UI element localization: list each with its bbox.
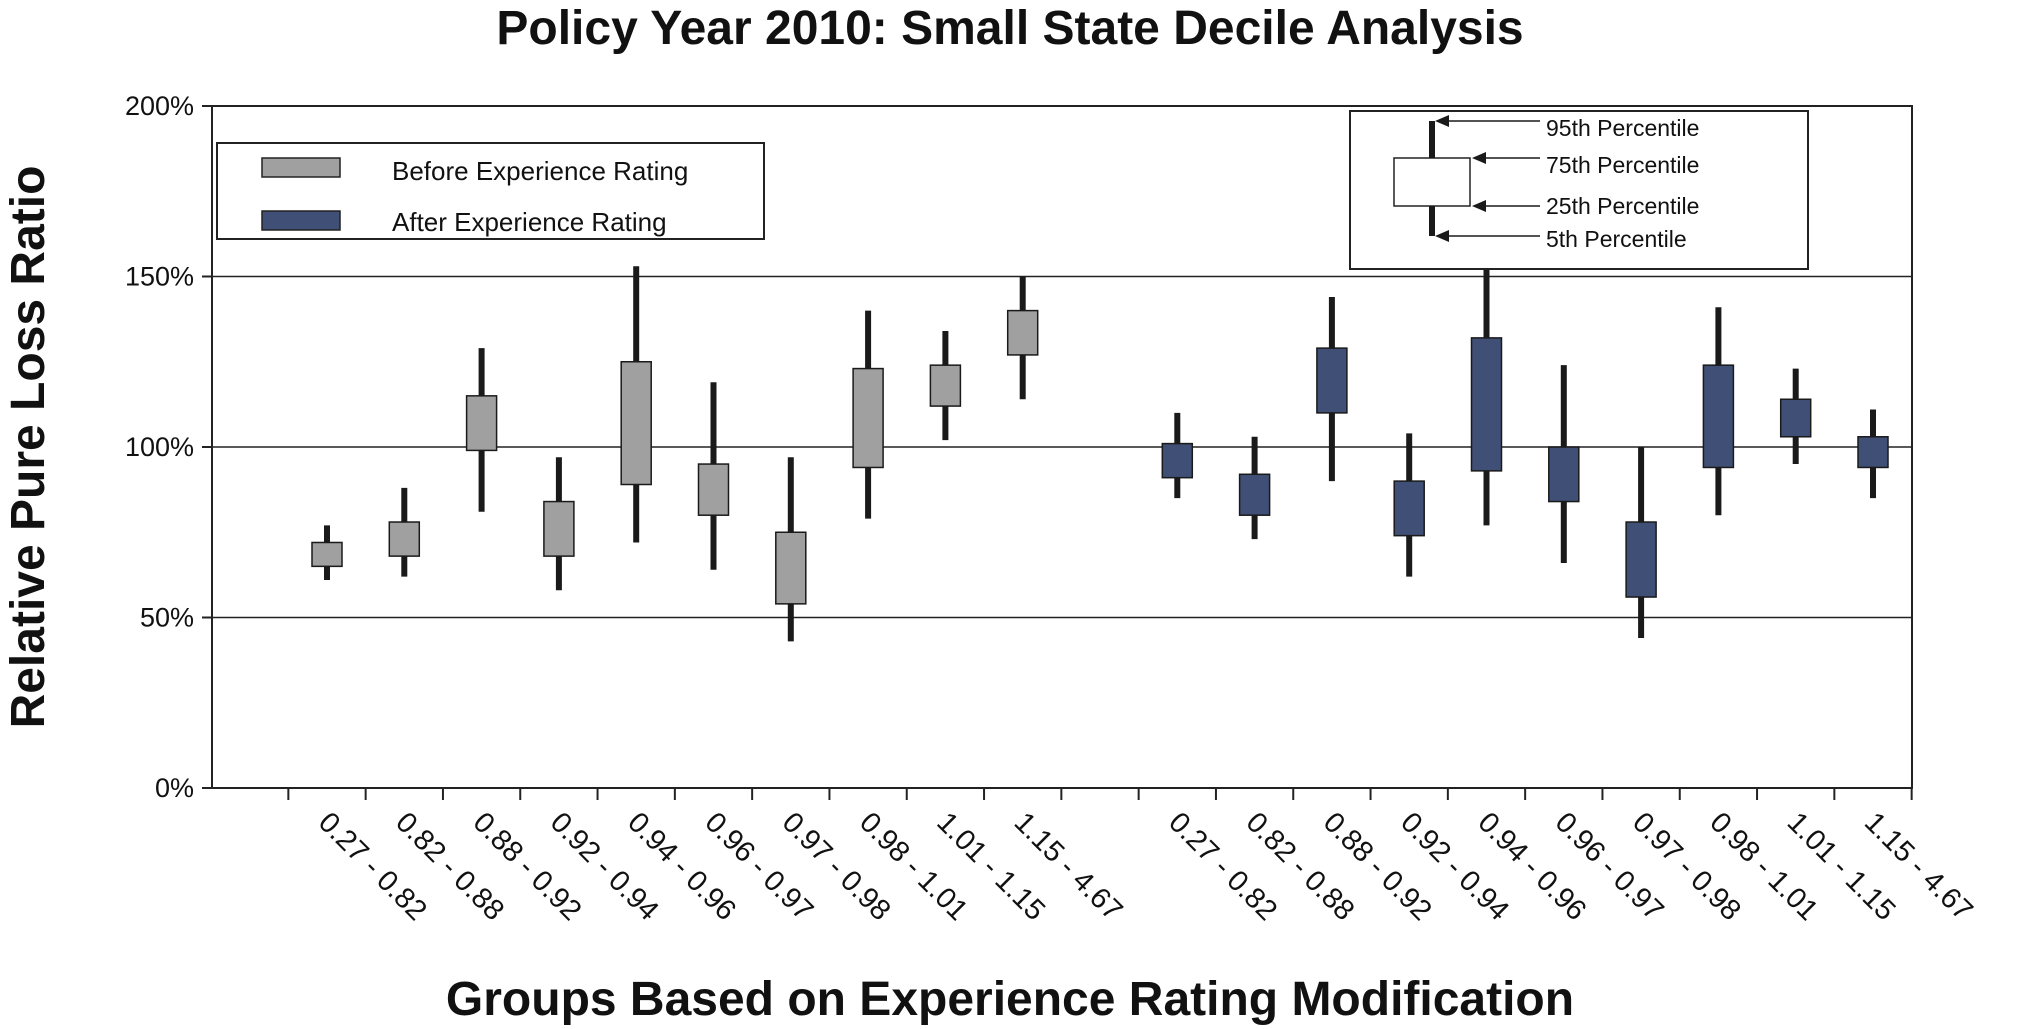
y-tick-label: 200% xyxy=(125,91,194,121)
box-after xyxy=(1470,269,1503,526)
box-after xyxy=(1548,365,1580,563)
key-arrowhead-p95 xyxy=(1435,115,1449,127)
box-iqr xyxy=(775,531,807,605)
y-tick-label: 150% xyxy=(125,262,194,292)
box-after xyxy=(1393,433,1425,577)
box-iqr xyxy=(1548,446,1580,503)
y-axis-title: Relative Pure Loss Ratio xyxy=(2,166,55,729)
box-before xyxy=(465,348,498,512)
box-iqr xyxy=(1006,309,1039,356)
box-iqr xyxy=(465,395,498,452)
box-before xyxy=(311,525,343,580)
box-before xyxy=(852,310,884,519)
box-iqr xyxy=(1470,337,1503,472)
box-before xyxy=(388,487,421,577)
boxes xyxy=(311,266,1889,642)
box-iqr xyxy=(620,361,652,486)
x-axis: 0.27 - 0.820.82 - 0.880.88 - 0.920.92 - … xyxy=(287,788,1979,927)
box-iqr xyxy=(697,463,730,516)
box-iqr xyxy=(388,521,421,557)
box-after xyxy=(1702,307,1735,516)
box-before xyxy=(929,331,962,441)
box-iqr xyxy=(1779,398,1812,438)
key-label-p95: 95th Percentile xyxy=(1546,115,1699,141)
key-sample-box xyxy=(1393,157,1471,207)
box-after xyxy=(1161,412,1194,499)
box-after xyxy=(1625,447,1657,638)
box-after xyxy=(1857,409,1889,499)
box-iqr xyxy=(1393,480,1425,537)
box-before xyxy=(775,457,807,642)
key-label-p25: 25th Percentile xyxy=(1546,193,1699,219)
key-label-p5: 5th Percentile xyxy=(1546,226,1687,252)
legend-label-after: After Experience Rating xyxy=(392,207,667,237)
box-iqr xyxy=(1238,473,1271,516)
box-iqr xyxy=(852,367,884,469)
legend-label-before: Before Experience Rating xyxy=(392,156,688,186)
box-after xyxy=(1238,436,1271,540)
chart-title: Policy Year 2010: Small State Decile Ana… xyxy=(496,2,1523,55)
box-before xyxy=(620,266,652,543)
key-arrowhead-p25 xyxy=(1472,200,1486,212)
box-iqr xyxy=(311,541,343,568)
legend-swatch-after xyxy=(261,210,341,231)
box-iqr xyxy=(1316,347,1348,414)
y-tick-label: 100% xyxy=(125,432,194,462)
box-iqr xyxy=(1702,364,1735,469)
box-iqr xyxy=(929,364,962,407)
key-arrowhead-p5 xyxy=(1435,230,1449,242)
box-iqr xyxy=(1625,521,1657,598)
box-iqr xyxy=(1857,436,1889,469)
legend: Before Experience Rating After Experienc… xyxy=(216,142,765,240)
key-label-p75: 75th Percentile xyxy=(1546,152,1699,178)
legend-swatch-before xyxy=(261,157,341,178)
box-before xyxy=(543,457,575,591)
box-before xyxy=(1006,276,1039,400)
y-tick-label: 50% xyxy=(140,603,194,633)
y-tick-label: 0% xyxy=(155,773,194,803)
box-iqr xyxy=(543,500,575,557)
y-axis: 0% 50% 100% 150% 200% xyxy=(125,91,212,803)
box-after xyxy=(1779,368,1812,465)
box-after xyxy=(1316,296,1348,482)
percentile-key: 95th Percentile 75th Percentile 25th Per… xyxy=(1349,110,1809,270)
box-before xyxy=(697,382,730,570)
key-arrowhead-p75 xyxy=(1472,152,1486,164)
x-axis-title: Groups Based on Experience Rating Modifi… xyxy=(446,973,1574,1026)
box-iqr xyxy=(1161,442,1194,479)
